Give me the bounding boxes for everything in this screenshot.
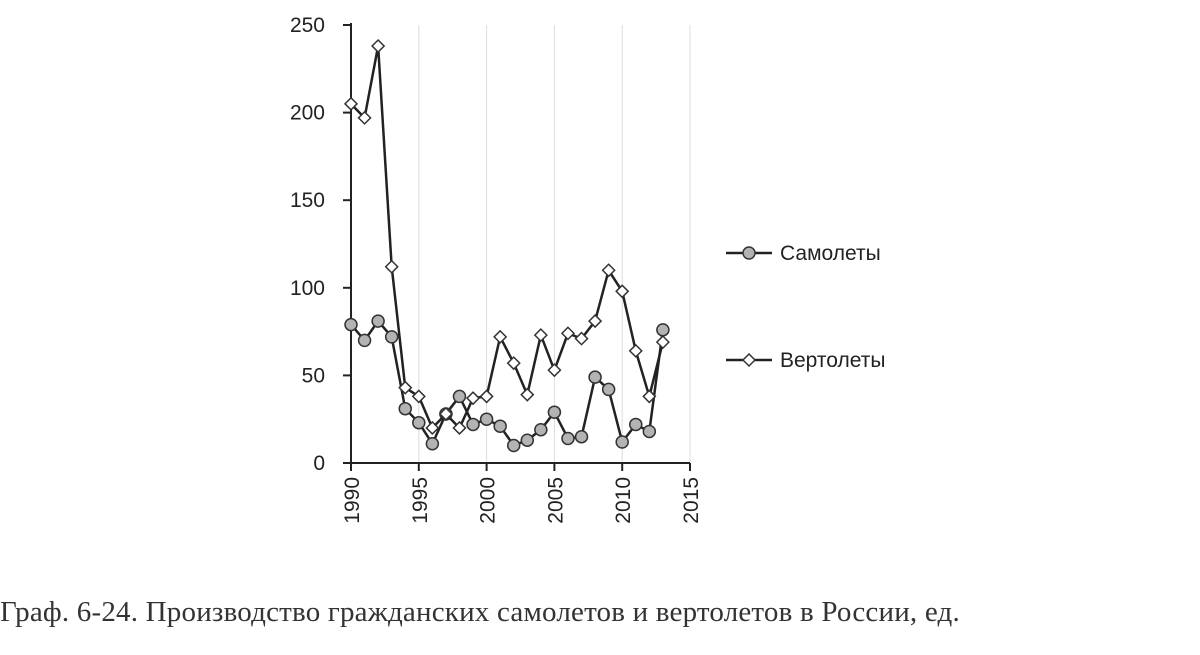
data-point-0-2003 [520, 433, 535, 447]
data-point-1-1992 [371, 38, 386, 54]
data-point-1-2006 [560, 326, 576, 341]
x-tick-label-1990: 1990 [341, 477, 364, 524]
data-point-0-2009 [601, 382, 616, 397]
data-point-0-1999 [466, 417, 480, 432]
y-tick-label-150: 150 [290, 189, 325, 212]
data-point-0-2007 [574, 429, 589, 444]
data-point-1-2012 [642, 389, 657, 404]
data-point-1-1993 [384, 259, 399, 274]
series-line-0 [350, 319, 665, 447]
data-point-1-1997 [438, 406, 453, 422]
data-point-1-1994 [398, 380, 413, 395]
data-point-0-2006 [561, 431, 575, 446]
y-tick-label-0: 0 [313, 452, 325, 475]
data-point-0-2001 [493, 419, 507, 433]
data-point-1-2010 [615, 284, 630, 299]
x-tick-label-2000: 2000 [477, 477, 500, 524]
data-point-0-2011 [629, 417, 643, 432]
data-point-0-1994 [398, 401, 412, 416]
x-tick-label-2015: 2015 [680, 477, 703, 524]
data-point-0-2012 [642, 424, 657, 439]
data-point-0-1992 [371, 314, 385, 328]
data-point-0-1998 [452, 389, 467, 404]
data-point-0-2013 [656, 323, 670, 337]
legend-label-0: Самолеты [780, 242, 881, 265]
series-1 [343, 38, 670, 436]
data-point-0-1993 [384, 330, 399, 344]
x-tick-label-2005: 2005 [544, 477, 567, 524]
data-point-1-2009 [601, 263, 616, 278]
data-point-0-2000 [479, 412, 494, 426]
data-point-0-1996 [425, 436, 440, 451]
x-tick-label-2010: 2010 [612, 477, 635, 524]
legend: Самолеты Вертолеты [726, 242, 885, 372]
y-tick-label-250: 250 [290, 14, 325, 37]
data-point-1-1991 [357, 110, 372, 125]
data-point-1-2011 [628, 343, 643, 358]
series-0 [344, 314, 670, 453]
tick-labels: 0 50 100 150 200 250 1990 1995 2000 2005 2010 2015 [290, 14, 703, 524]
data-point-0-2010 [615, 435, 629, 449]
data-point-1-2000 [479, 389, 494, 404]
data-point-1-2003 [520, 387, 535, 402]
data-point-0-2002 [506, 438, 521, 453]
data-point-1-2002 [506, 356, 521, 371]
x-tick-label-1995: 1995 [409, 477, 432, 524]
chart-axes [343, 23, 691, 471]
data-point-0-2008 [588, 370, 602, 384]
y-tick-label-200: 200 [290, 102, 325, 125]
data-point-0-2005 [547, 405, 562, 419]
data-point-1-2008 [588, 314, 603, 329]
legend-marker-1 [741, 352, 757, 368]
data-series [343, 38, 670, 453]
data-point-0-1990 [344, 317, 358, 332]
y-tick-label-50: 50 [302, 364, 325, 387]
legend-marker-0 [742, 246, 756, 260]
data-point-0-1995 [412, 415, 426, 430]
data-point-0-2004 [534, 422, 548, 437]
data-point-1-2004 [533, 328, 548, 343]
data-point-1-1999 [465, 391, 481, 406]
data-point-1-2005 [547, 363, 562, 378]
data-point-1-1995 [411, 389, 426, 404]
y-tick-label-100: 100 [290, 277, 325, 300]
data-point-1-2013 [655, 335, 670, 350]
data-point-1-2001 [493, 329, 508, 344]
data-point-1-2007 [574, 331, 589, 346]
data-point-1-1990 [343, 96, 359, 111]
figure-caption: Граф. 6-24. Производство гражданских сам… [0, 596, 960, 628]
legend-label-1: Вертолеты [780, 349, 885, 372]
data-point-1-1996 [425, 420, 440, 436]
data-point-0-1991 [357, 333, 372, 348]
data-point-1-1998 [452, 420, 467, 436]
